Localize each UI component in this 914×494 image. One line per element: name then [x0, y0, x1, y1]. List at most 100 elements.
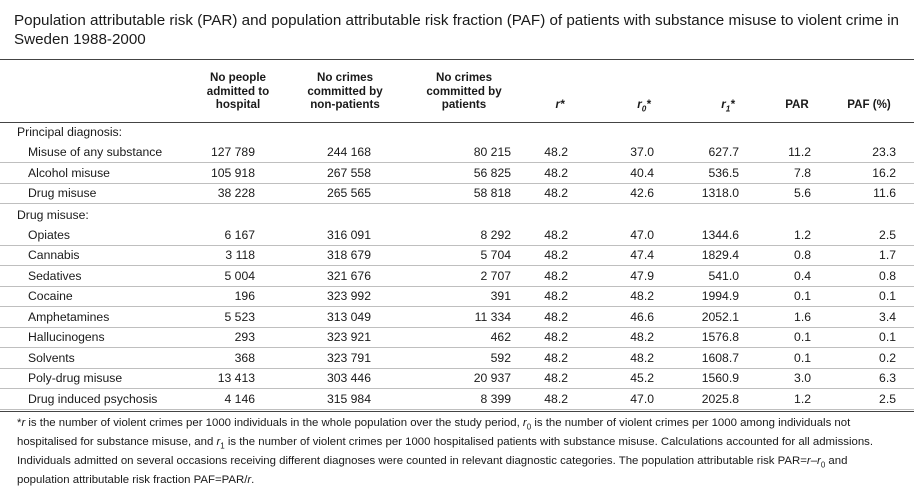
row-label: Cocaine	[28, 289, 73, 303]
table-row: Alcohol misuse 105 918 267 558 56 825 48.2 40…	[0, 163, 914, 184]
paf-value: 2.5	[879, 391, 896, 406]
paf-value: 0.8	[879, 268, 896, 283]
r1-value: 1829.4	[701, 248, 739, 262]
par-value: 7.8	[794, 165, 811, 180]
table-caption: Population attributable risk (PAR) and p…	[14, 12, 899, 48]
r1-value: 2052.1	[701, 309, 739, 324]
patient-crimes: 58 818	[473, 186, 511, 200]
hospital-admissions: 6 167	[224, 227, 256, 242]
r0-value: 47.0	[630, 391, 654, 406]
table-row: Hallucinogens 293 323 921 462 48.2 48.2 1576.8…	[0, 327, 914, 348]
hospital-admissions: 5 004	[224, 268, 256, 283]
nonpatient-crimes: 318 679	[326, 248, 371, 262]
row-label: Amphetamines	[28, 309, 110, 324]
table-row: Solvents 368 323 791 592 48.2 48.2 1608.7 0.1 0.…	[0, 348, 914, 369]
r1-value: 2025.8	[701, 391, 739, 406]
paf-value: 6.3	[879, 371, 896, 385]
r-value: 48.2	[544, 309, 568, 324]
r0-value: 48.2	[630, 330, 654, 344]
hospital-admissions: 5 523	[224, 309, 256, 324]
r-value: 48.2	[544, 145, 568, 159]
par-value: 1.6	[794, 309, 811, 324]
paf-value: 11.6	[873, 186, 896, 200]
r-value: 48.2	[544, 165, 568, 180]
header-patient-crimes: No crimes committed by patients	[426, 71, 502, 111]
patient-crimes: 8 292	[480, 227, 512, 242]
patient-crimes: 5 704	[480, 248, 512, 262]
paf-value: 2.5	[879, 227, 896, 242]
row-label: Drug misuse	[28, 186, 97, 200]
table-row: Drug induced psychosis 4 146 315 984 8 399 4…	[0, 389, 914, 410]
nonpatient-crimes: 313 049	[326, 309, 371, 324]
r-value: 48.2	[544, 330, 568, 344]
table-footnote: *r is the number of violent crimes per 1…	[17, 417, 874, 486]
nonpatient-crimes: 323 992	[326, 289, 371, 303]
patient-crimes: 80 215	[473, 145, 511, 159]
hospital-admissions: 293	[234, 330, 255, 344]
paf-value: 16.2	[872, 165, 896, 180]
r1-value: 1608.7	[701, 350, 739, 365]
r0-value: 46.6	[630, 309, 654, 324]
header-par: PAR	[785, 98, 809, 111]
r-value: 48.2	[544, 268, 568, 283]
r0-value: 45.2	[630, 371, 654, 385]
row-label: Sedatives	[28, 268, 82, 283]
nonpatient-crimes: 267 558	[326, 165, 371, 180]
r-value: 48.2	[544, 371, 568, 385]
par-value: 0.1	[794, 289, 811, 303]
hospital-admissions: 3 118	[225, 248, 255, 262]
r-value: 48.2	[544, 391, 568, 406]
patient-crimes: 592	[490, 350, 511, 365]
patient-crimes: 2 707	[480, 268, 512, 283]
patient-crimes: 462	[490, 330, 511, 344]
r-value: 48.2	[544, 186, 568, 200]
row-label: Cannabis	[28, 248, 80, 262]
table-row: Poly-drug misuse 13 413 303 446 20 937 48.2 4…	[0, 368, 914, 389]
paf-value: 0.1	[879, 330, 896, 344]
table-row: Sedatives 5 004 321 676 2 707 48.2 47.9 541.0 0…	[0, 266, 914, 287]
row-label: Alcohol misuse	[28, 165, 110, 180]
par-value: 11.2	[788, 145, 811, 159]
table-row: Cocaine 196 323 992 391 48.2 48.2 1994.9 0.1 0.1	[0, 286, 914, 307]
r1-value: 536.5	[708, 165, 740, 180]
paf-value: 0.1	[879, 289, 896, 303]
par-value: 3.0	[794, 371, 811, 385]
header-paf: PAF (%)	[847, 98, 891, 111]
bottom-rule	[0, 411, 914, 412]
section-title: Principal diagnosis:	[17, 125, 123, 139]
r1-value: 1576.8	[701, 330, 739, 344]
row-label: Hallucinogens	[28, 330, 105, 344]
hospital-admissions: 13 413	[217, 371, 255, 385]
par-value: 0.8	[794, 248, 811, 262]
table-row: Opiates 6 167 316 091 8 292 48.2 47.0 1344.6 1.…	[0, 225, 914, 246]
patient-crimes: 20 937	[473, 371, 511, 385]
table-row: Amphetamines 5 523 313 049 11 334 48.2 46.6 20…	[0, 307, 914, 328]
nonpatient-crimes: 323 921	[326, 330, 371, 344]
hospital-admissions: 4 146	[224, 391, 256, 406]
r-value: 48.2	[544, 350, 568, 365]
r0-value: 37.0	[630, 145, 654, 159]
nonpatient-crimes: 316 091	[326, 227, 371, 242]
hospital-admissions: 127 789	[210, 145, 255, 159]
par-value: 5.6	[794, 186, 811, 200]
header-r1: r1*	[721, 98, 735, 114]
hospital-admissions: 368	[234, 350, 255, 365]
hospital-admissions: 38 228	[217, 186, 255, 200]
row-label: Solvents	[28, 350, 75, 365]
r1-value: 627.7	[708, 145, 740, 159]
row-label: Poly-drug misuse	[28, 371, 123, 385]
r1-value: 1318.0	[701, 186, 739, 200]
paf-value: 0.2	[879, 350, 896, 365]
par-value: 1.2	[794, 391, 811, 406]
header-nonpatient-crimes: No crimes committed by non-patients	[307, 71, 383, 111]
r0-value: 48.2	[630, 350, 654, 365]
header-rule	[0, 122, 914, 123]
hospital-admissions: 196	[234, 289, 255, 303]
r1-value: 1994.9	[701, 289, 739, 303]
r0-value: 42.6	[630, 186, 654, 200]
patient-crimes: 11 334	[474, 309, 511, 324]
header-r: r*	[555, 98, 565, 111]
r1-value: 541.0	[708, 268, 740, 283]
r-value: 48.2	[544, 289, 568, 303]
